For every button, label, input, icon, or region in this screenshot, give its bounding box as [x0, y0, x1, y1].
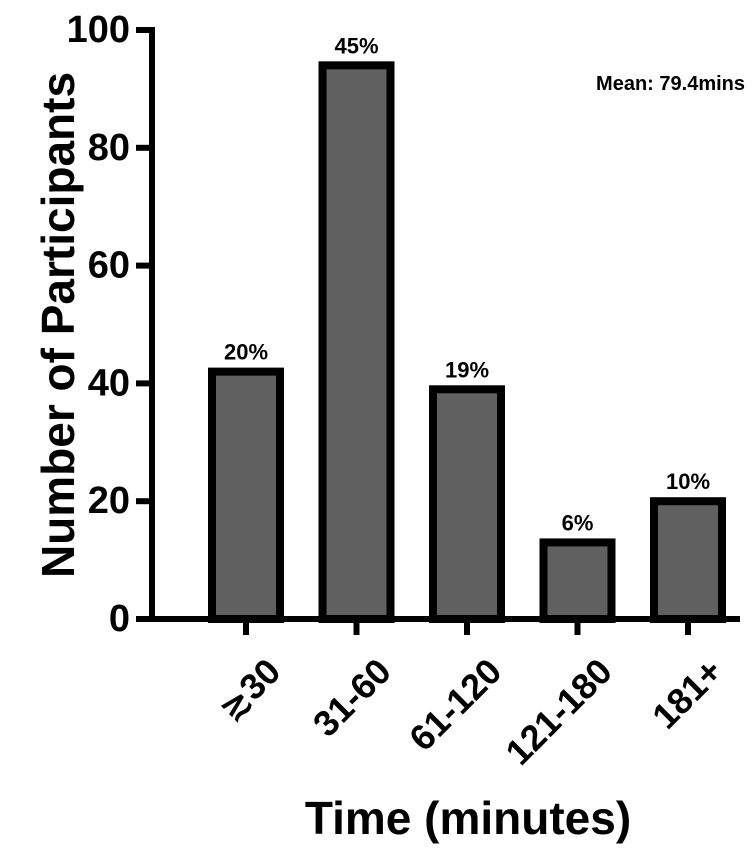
- data-label: 45%: [334, 33, 378, 58]
- x-tick-label: ≳30: [210, 650, 289, 729]
- bar-5: [650, 497, 726, 624]
- x-tick-label: 31-60: [305, 650, 399, 744]
- bar-4: [539, 538, 616, 623]
- data-label: 20%: [224, 340, 268, 365]
- y-axis-label: Number of Participants: [32, 72, 84, 578]
- y-tick-label: 20: [88, 480, 130, 522]
- data-label: 10%: [666, 469, 710, 494]
- y-tick-label: 0: [109, 598, 130, 640]
- data-labels: 20% 45% 19% 6% 10%: [224, 33, 710, 535]
- x-tick-label: 121-180: [497, 650, 619, 772]
- x-tick-label: 181+: [644, 650, 730, 736]
- bars: [208, 61, 726, 624]
- x-tick-label: 61-120: [401, 650, 509, 758]
- bar-2: [318, 61, 395, 623]
- y-tick-label: 40: [88, 362, 130, 404]
- x-axis-label: Time (minutes): [305, 792, 631, 844]
- data-label: 19%: [445, 357, 489, 382]
- y-tick-label: 80: [88, 127, 130, 169]
- mean-annotation: Mean: 79.4mins: [596, 73, 745, 95]
- y-tick-label: 100: [67, 9, 130, 51]
- y-tick-label: 60: [88, 245, 130, 287]
- data-label: 6%: [562, 510, 594, 535]
- bar-1: [208, 367, 284, 623]
- bar-3: [429, 385, 505, 624]
